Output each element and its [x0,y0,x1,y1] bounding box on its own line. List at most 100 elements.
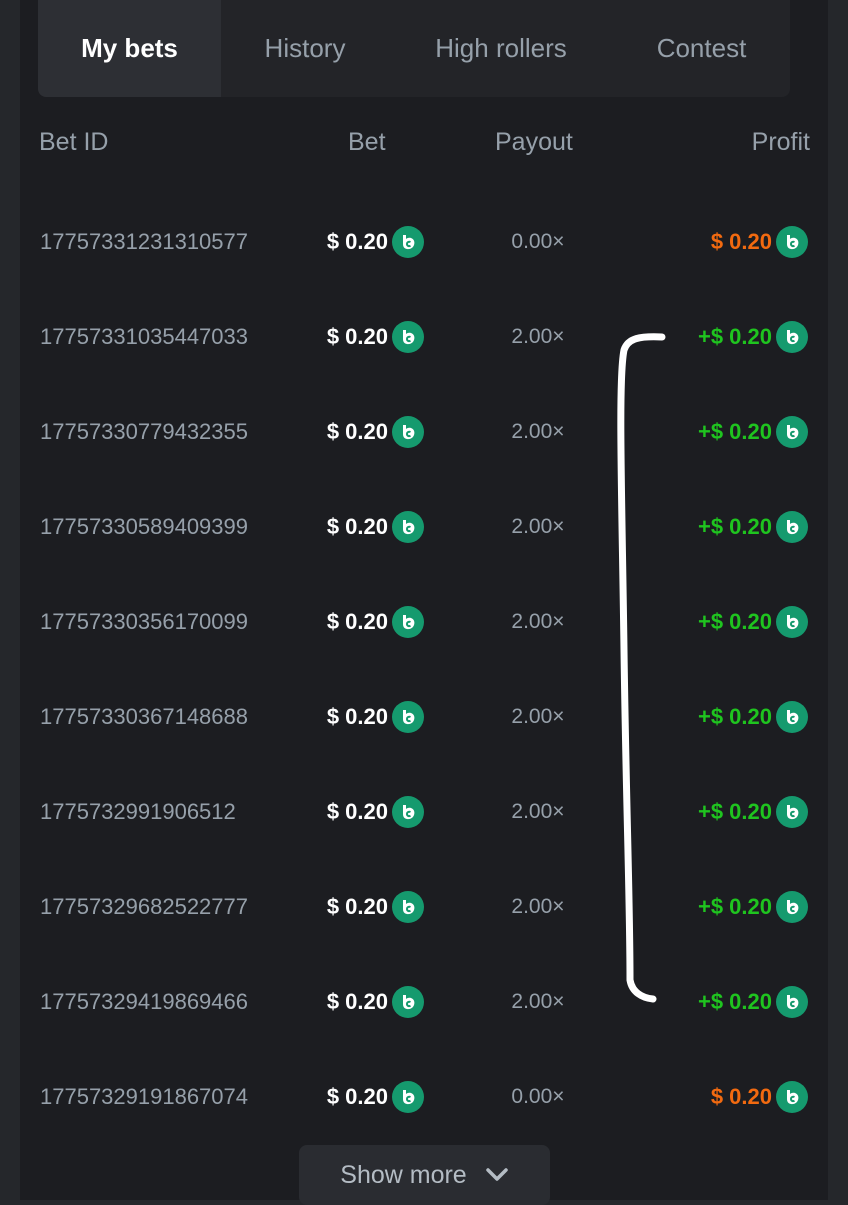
table-row[interactable]: 17757329419869466 $ 0.20 2.00× +$ 0.20 [0,954,848,1049]
profit-value: $ 0.20 [710,1083,772,1109]
bc-coin-icon [392,605,424,638]
profit: +$ 0.20 [698,289,808,384]
payout: 0.00× [511,230,565,253]
bet-id[interactable]: 17757329191867074 [40,1084,249,1109]
bet-amount: $ 0.20 [327,289,424,384]
bet-amount: $ 0.20 [327,1049,424,1144]
payout: 2.00× [511,420,565,443]
profit: $ 0.20 [711,1049,808,1144]
payout: 2.00× [511,800,565,823]
show-more-button[interactable]: Show more [299,1145,550,1205]
payout: 0.00× [511,1085,565,1108]
bet-id[interactable]: 17757330779432355 [40,419,249,444]
bc-coin-icon [392,700,424,733]
bc-coin-icon [776,1080,808,1113]
profit-value: +$ 0.20 [697,418,772,444]
header-bet-id: Bet ID [39,128,109,156]
bet-amount: $ 0.20 [327,764,424,859]
tab-my-bets[interactable]: My bets [38,0,221,97]
profit: +$ 0.20 [698,574,808,669]
bet-id[interactable]: 17757330367148688 [40,704,249,729]
tab-contest[interactable]: Contest [656,33,747,63]
bet-amount-value: $ 0.20 [326,608,388,634]
bet-id[interactable]: 17757329682522777 [40,894,249,919]
profit-value: +$ 0.20 [697,798,772,824]
bet-amount: $ 0.20 [327,954,424,1049]
table-row[interactable]: 17757329682522777 $ 0.20 2.00× +$ 0.20 [0,859,848,954]
bet-id[interactable]: 17757331231310577 [40,229,249,254]
tab-history[interactable]: History [264,33,346,63]
bc-coin-icon [776,320,808,353]
table-row[interactable]: 17757329191867074 $ 0.20 0.00× $ 0.20 [0,1049,848,1144]
bc-coin-icon [776,605,808,638]
profit-value: $ 0.20 [710,228,772,254]
bet-id[interactable]: 17757330356170099 [40,609,249,634]
profit: +$ 0.20 [698,954,808,1049]
table-row[interactable]: 17757330779432355 $ 0.20 2.00× +$ 0.20 [0,384,848,479]
bc-coin-icon [776,700,808,733]
bc-coin-icon [776,795,808,828]
bc-coin-icon [392,795,424,828]
bet-amount-value: $ 0.20 [326,323,388,349]
tab-high-rollers[interactable]: High rollers [435,33,567,63]
table-row[interactable]: 17757331231310577 $ 0.20 0.00× $ 0.20 [0,194,848,289]
profit: +$ 0.20 [698,479,808,574]
profit: +$ 0.20 [698,384,808,479]
bet-amount: $ 0.20 [327,859,424,954]
table-row[interactable]: 1775732991906512 $ 0.20 2.00× +$ 0.20 [0,764,848,859]
bc-coin-icon [392,225,424,258]
profit-value: +$ 0.20 [697,608,772,634]
chevron-down-icon [485,1168,508,1181]
bc-coin-icon [392,1080,424,1113]
bets-tabs: My bets History High rollers Contest [38,0,790,97]
bets-panel [20,0,828,1200]
header-bet: Bet [348,128,386,156]
bc-coin-icon [776,985,808,1018]
bet-id[interactable]: 1775732991906512 [40,799,236,824]
bc-coin-icon [776,510,808,543]
bet-amount-value: $ 0.20 [326,228,388,254]
bet-amount: $ 0.20 [327,194,424,289]
bet-amount: $ 0.20 [327,384,424,479]
profit-value: +$ 0.20 [697,893,772,919]
header-payout: Payout [495,128,573,156]
bet-amount-value: $ 0.20 [326,893,388,919]
payout: 2.00× [511,515,565,538]
table-row[interactable]: 17757330589409399 $ 0.20 2.00× +$ 0.20 [0,479,848,574]
header-profit: Profit [751,128,810,156]
bet-id[interactable]: 17757330589409399 [40,514,249,539]
bet-amount-value: $ 0.20 [326,418,388,444]
bc-coin-icon [392,890,424,923]
bc-coin-icon [776,225,808,258]
profit: +$ 0.20 [698,859,808,954]
bet-id[interactable]: 17757331035447033 [40,324,249,349]
bet-amount-value: $ 0.20 [326,798,388,824]
profit-value: +$ 0.20 [697,323,772,349]
table-row[interactable]: 17757331035447033 $ 0.20 2.00× +$ 0.20 [0,289,848,384]
bet-amount-value: $ 0.20 [326,513,388,539]
payout: 2.00× [511,610,565,633]
bet-amount: $ 0.20 [327,479,424,574]
bc-coin-icon [776,890,808,923]
bc-coin-icon [392,985,424,1018]
bet-id[interactable]: 17757329419869466 [40,989,249,1014]
table-row[interactable]: 17757330367148688 $ 0.20 2.00× +$ 0.20 [0,669,848,764]
bc-coin-icon [392,320,424,353]
bet-amount-value: $ 0.20 [326,703,388,729]
payout: 2.00× [511,990,565,1013]
profit: +$ 0.20 [698,764,808,859]
bc-coin-icon [776,415,808,448]
payout: 2.00× [511,895,565,918]
show-more-label: Show more [340,1160,467,1189]
payout: 2.00× [511,705,565,728]
profit: $ 0.20 [711,194,808,289]
bet-amount-value: $ 0.20 [326,1083,388,1109]
bet-amount-value: $ 0.20 [326,988,388,1014]
profit: +$ 0.20 [698,669,808,764]
profit-value: +$ 0.20 [697,988,772,1014]
profit-value: +$ 0.20 [697,703,772,729]
bet-amount: $ 0.20 [327,669,424,764]
payout: 2.00× [511,325,565,348]
table-row[interactable]: 17757330356170099 $ 0.20 2.00× +$ 0.20 [0,574,848,669]
bet-amount: $ 0.20 [327,574,424,669]
